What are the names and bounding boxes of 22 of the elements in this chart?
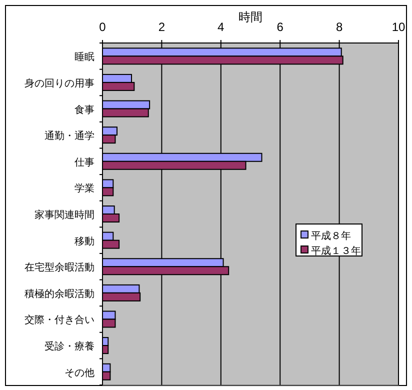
y-tick-label: 移動: [74, 235, 94, 248]
legend-label: 平成１３年: [311, 245, 361, 257]
x-tick-label: 8: [336, 20, 343, 34]
y-tick-label: 仕事: [74, 156, 94, 168]
y-tick-label: 通勤・通学: [44, 130, 94, 142]
legend-label: 平成８年: [311, 230, 351, 242]
y-tick-label: 積極的余暇活動: [24, 288, 94, 300]
y-tick-label: 受診・療養: [44, 340, 94, 353]
x-tick-label: 10: [392, 20, 406, 34]
x-tick-label: 0: [99, 20, 106, 34]
y-tick-label: 交際・付き合い: [24, 314, 94, 326]
y-tick-label: その他: [64, 366, 94, 379]
y-tick-label: 学業: [74, 182, 94, 195]
y-tick-label: 家事関連時間: [34, 209, 94, 221]
y-tick-label: 食事: [74, 104, 94, 116]
y-tick-label: 身の回りの用事: [24, 77, 94, 90]
x-axis-title: 時間: [238, 10, 262, 24]
x-tick-label: 4: [218, 20, 225, 34]
x-tick-label: 6: [276, 20, 284, 34]
y-tick-label: 睡眠: [74, 51, 94, 64]
x-tick-label: 2: [158, 20, 166, 34]
y-tick-label: 在宅型余暇活動: [24, 262, 94, 274]
